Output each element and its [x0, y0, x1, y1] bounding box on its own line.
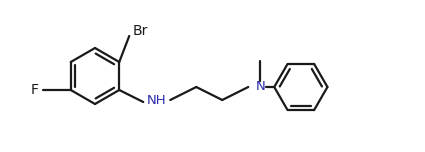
Text: Br: Br [133, 24, 148, 38]
Text: F: F [31, 83, 39, 97]
Text: NH: NH [147, 93, 166, 107]
Text: N: N [255, 81, 265, 93]
